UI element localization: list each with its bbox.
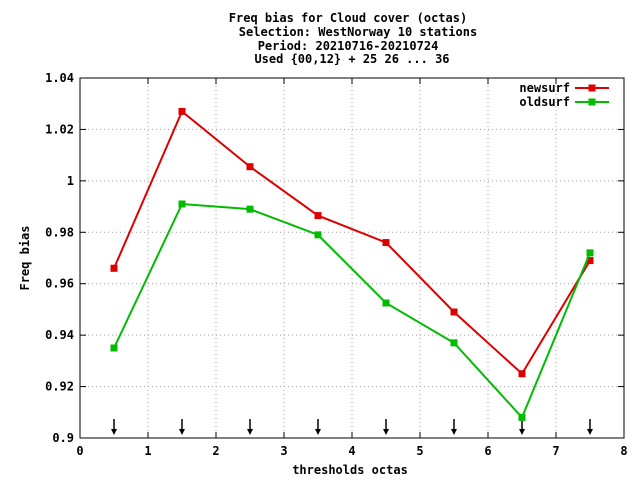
title-line-2: Selection: WestNorway 10 stations [239, 25, 477, 39]
data-point [586, 249, 594, 257]
x-tick-label: 8 [620, 444, 627, 458]
data-point [450, 308, 458, 316]
grid-lines [80, 78, 624, 438]
legend-label: oldsurf [519, 95, 570, 109]
down-arrow-icon [587, 419, 593, 435]
down-arrow-icon [111, 419, 117, 435]
down-arrow-icon [451, 419, 457, 435]
data-point [518, 370, 526, 378]
data-point [110, 344, 118, 352]
series-newsurf [110, 107, 594, 378]
down-arrow-icon [179, 419, 185, 435]
legend-marker [588, 84, 596, 92]
y-tick-label: 0.9 [52, 431, 74, 445]
data-point [314, 212, 322, 220]
y-tick-label: 0.94 [45, 328, 74, 342]
x-tick-label: 5 [416, 444, 423, 458]
down-arrow-icon [247, 419, 253, 435]
data-point [314, 231, 322, 239]
x-tick-label: 1 [144, 444, 151, 458]
data-point [246, 205, 254, 213]
data-point [450, 339, 458, 347]
data-point [382, 239, 390, 247]
title-line-4: Used {00,12} + 25 26 ... 36 [254, 52, 449, 66]
x-tick-label: 0 [76, 444, 83, 458]
y-tick-label: 0.98 [45, 225, 74, 239]
chart-title: Freq bias for Cloud cover (octas) Select… [229, 11, 477, 66]
title-line-3: Period: 20210716-20210724 [258, 39, 439, 53]
y-tick-label: 0.96 [45, 277, 74, 291]
down-arrow-icon [315, 419, 321, 435]
legend-marker [588, 98, 596, 106]
y-tick-label: 0.92 [45, 380, 74, 394]
axis-ticks: 0 1 2 3 4 5 6 7 8 0.9 0.92 0.94 0.96 0.98 1 1.02 1.04 [45, 71, 628, 458]
threshold-arrows [111, 419, 593, 435]
x-tick-label: 6 [484, 444, 491, 458]
data-point [178, 200, 186, 208]
y-axis-label: Freq bias [18, 225, 32, 290]
series-oldsurf [110, 200, 594, 421]
data-point [246, 163, 254, 171]
series-line [113, 202, 591, 420]
x-tick-label: 2 [212, 444, 219, 458]
data-series [110, 107, 594, 421]
legend-label: newsurf [519, 81, 570, 95]
data-point [110, 264, 118, 272]
y-tick-label: 1 [67, 174, 74, 188]
x-tick-label: 4 [348, 444, 355, 458]
data-point [382, 299, 390, 307]
title-line-1: Freq bias for Cloud cover (octas) [229, 11, 467, 25]
data-point [178, 107, 186, 115]
y-tick-label: 1.02 [45, 122, 74, 136]
x-tick-label: 3 [280, 444, 287, 458]
data-point [518, 413, 526, 421]
data-point [586, 257, 594, 265]
x-axis-label: thresholds octas [292, 463, 408, 477]
series-line [113, 109, 591, 376]
down-arrow-icon [519, 419, 525, 435]
y-tick-label: 1.04 [45, 71, 74, 85]
x-tick-label: 7 [552, 444, 559, 458]
down-arrow-icon [383, 419, 389, 435]
